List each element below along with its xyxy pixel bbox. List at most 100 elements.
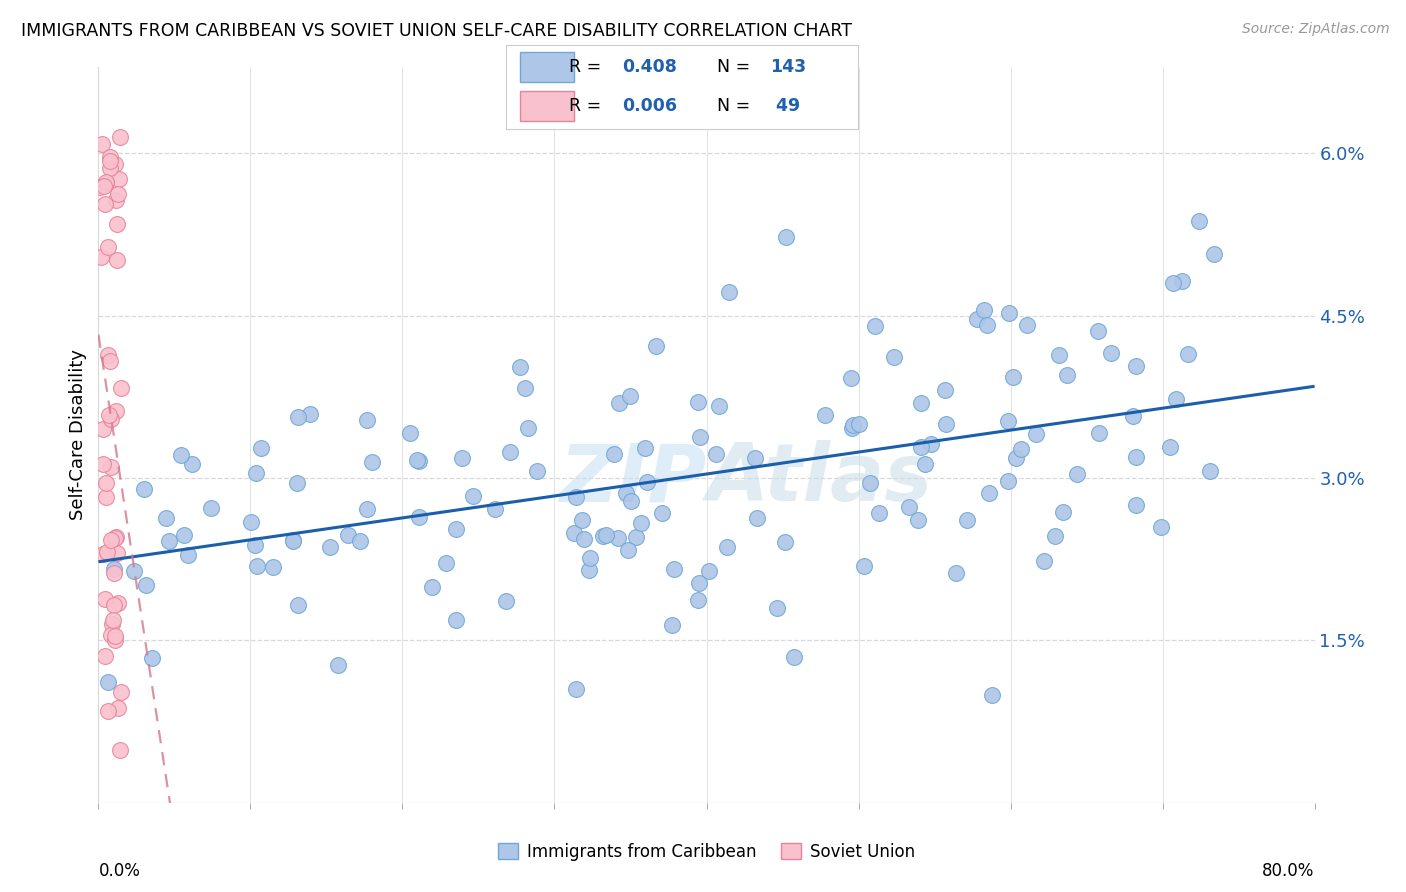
Point: [103, 562, 125, 576]
Point: [865, 318, 887, 333]
Point: [463, 489, 485, 503]
Point: [848, 417, 870, 432]
Point: [571, 513, 593, 527]
Point: [444, 522, 467, 536]
Point: [1052, 505, 1074, 519]
Point: [841, 421, 863, 435]
Point: [285, 476, 308, 491]
Point: [91, 136, 114, 151]
Point: [96, 704, 118, 718]
Point: [98, 161, 121, 176]
Point: [619, 494, 641, 508]
Point: [104, 157, 127, 171]
Point: [356, 413, 378, 427]
Point: [775, 230, 797, 244]
Text: R =: R =: [569, 97, 607, 115]
Point: [630, 516, 652, 530]
Point: [104, 531, 127, 545]
Point: [287, 410, 309, 425]
Point: [349, 534, 371, 549]
Point: [103, 598, 125, 612]
Point: [997, 306, 1019, 320]
Bar: [520, 53, 574, 82]
Point: [105, 253, 128, 268]
Point: [94, 476, 117, 491]
Point: [110, 130, 132, 145]
Point: [592, 528, 614, 542]
Point: [966, 312, 988, 326]
Point: [907, 513, 929, 527]
Point: [1088, 426, 1111, 441]
Point: [686, 394, 709, 409]
Point: [94, 175, 117, 189]
Point: [607, 531, 630, 545]
Point: [662, 562, 685, 576]
Point: [717, 285, 740, 300]
Point: [1066, 467, 1088, 481]
Text: 49: 49: [770, 97, 800, 115]
Point: [94, 176, 117, 190]
Point: [262, 559, 284, 574]
Point: [103, 613, 125, 627]
Point: [1159, 441, 1181, 455]
Point: [104, 404, 127, 418]
Point: [716, 540, 738, 554]
Point: [624, 530, 647, 544]
Point: [745, 511, 768, 525]
Point: [1188, 214, 1211, 228]
Point: [516, 420, 538, 434]
Point: [1047, 348, 1070, 362]
Text: Atlas: Atlas: [707, 440, 932, 518]
Text: 80.0%: 80.0%: [1263, 863, 1315, 880]
Point: [104, 629, 127, 643]
Point: [898, 500, 921, 515]
Point: [94, 649, 117, 664]
Point: [444, 613, 467, 627]
Text: N =: N =: [717, 59, 756, 77]
Point: [200, 501, 222, 516]
Point: [1122, 409, 1144, 423]
Point: [1202, 246, 1225, 260]
Point: [98, 354, 121, 368]
Point: [565, 490, 588, 504]
Point: [697, 564, 720, 578]
Point: [422, 580, 444, 594]
Point: [170, 448, 193, 462]
Point: [935, 417, 957, 431]
Point: [91, 422, 114, 436]
Point: [90, 250, 112, 264]
Text: 0.006: 0.006: [621, 97, 678, 115]
Point: [107, 701, 129, 715]
Point: [108, 742, 131, 756]
Point: [645, 339, 668, 353]
Point: [98, 150, 121, 164]
Point: [602, 447, 624, 461]
Point: [96, 545, 118, 559]
Point: [155, 511, 177, 525]
Point: [122, 564, 145, 578]
Point: [104, 633, 127, 648]
Point: [405, 452, 427, 467]
Point: [100, 533, 122, 547]
Point: [326, 658, 349, 673]
Point: [105, 217, 128, 231]
Bar: [520, 91, 574, 120]
Point: [176, 549, 198, 563]
Point: [319, 541, 342, 555]
Point: [883, 350, 905, 364]
Point: [97, 409, 120, 423]
Point: [141, 650, 163, 665]
Point: [1199, 464, 1222, 478]
Point: [651, 506, 673, 520]
Point: [1177, 346, 1199, 360]
Point: [104, 530, 127, 544]
Point: [744, 451, 766, 466]
Point: [979, 486, 1001, 500]
Point: [283, 533, 305, 547]
Text: N =: N =: [717, 97, 756, 115]
Point: [250, 442, 273, 456]
Point: [94, 490, 117, 504]
Point: [181, 457, 204, 471]
Point: [709, 399, 731, 413]
Text: ZIP: ZIP: [560, 440, 707, 518]
